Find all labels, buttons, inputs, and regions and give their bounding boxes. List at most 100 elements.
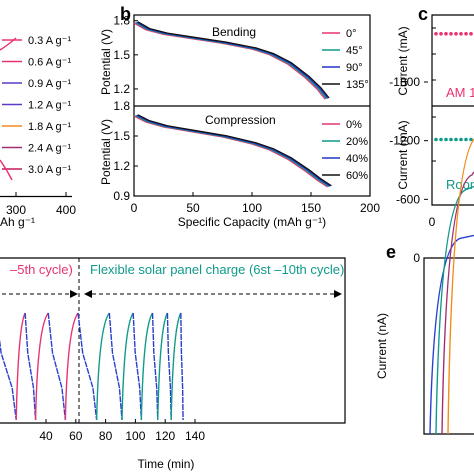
panel-b-legend-label: 40% [346, 153, 368, 165]
panel-e-curve [435, 185, 474, 435]
panel-d-discharge-curve [108, 312, 123, 421]
panel-c: Current (mA) Current (mA) AM 1 Room 0 [396, 14, 474, 229]
panel-d-x-ticks: 40 60 80 100 120 140 [39, 419, 205, 443]
panel-b-y-tick-label: 1.5 [113, 129, 130, 143]
panel-d-charge-curve [157, 312, 169, 421]
panel-d-annotation-left: –5th cycle) [10, 262, 73, 277]
panel-b-y-tick-label: 1.8 [113, 14, 130, 28]
panel-d-discharge-curve [47, 312, 67, 421]
panel-c-point-bottom [439, 137, 443, 142]
panel-d-arrow-right-head-right [334, 290, 342, 298]
panel-d-x-tick-label: 120 [155, 429, 175, 443]
panel-d-discharge-curve [132, 312, 143, 421]
panel-e-y-tick-label: -1800 [389, 75, 420, 89]
panel-c-point-bottom [434, 137, 438, 142]
panel-d-discharge-curve [77, 312, 98, 421]
panel-label-e: e [386, 242, 396, 262]
panel-b-legend-label: 45° [346, 45, 363, 57]
panel-a-legend-label: 2.4 A g⁻¹ [28, 143, 71, 155]
panel-d-discharge-curve [166, 312, 172, 421]
panel-b-ticks: 1.2 1.5 1.8 0.9 1.2 1.5 1.8 0 50 100 150 200 [113, 14, 380, 215]
panel-b-y-tick-label: 0.9 [113, 189, 130, 203]
panel-a-x-label: Ah g⁻¹ [0, 215, 35, 229]
panel-label-c: c [418, 4, 428, 24]
panel-b-x-tick-label: 200 [360, 201, 380, 215]
panel-b-top-title: Bending [212, 25, 256, 39]
panel-d-charge-curve [95, 312, 110, 421]
panel-b-series-compression [136, 114, 331, 187]
panel-e-curves [429, 132, 474, 435]
panel-c-point-top [469, 32, 473, 36]
panel-e-curve [429, 234, 474, 435]
panel-c-point-bottom [459, 137, 463, 142]
panel-a-x-tick-label: 300 [6, 203, 26, 217]
panel-b-legend-label: 135° [346, 79, 369, 91]
panel-d: –5th cycle) Flexible solar panel charge … [0, 257, 346, 471]
panel-a-legend-label: 1.8 A g⁻¹ [28, 121, 71, 133]
panel-d-arrows [2, 290, 342, 298]
panel-e-y-label: Current (nA) [375, 313, 389, 379]
panel-d-x-tick-label: 140 [185, 429, 205, 443]
panel-a-x-ticks: 300 400 [6, 192, 76, 217]
panel-a: 0.3 A g⁻¹ 0.6 A g⁻¹ 0.9 A g⁻¹ 1.2 A g⁻¹ 1.8 … [0, 35, 76, 229]
panel-c-point-top [454, 32, 458, 36]
panel-b-series-bending [137, 21, 330, 99]
panel-d-x-label: Time (min) [138, 457, 195, 471]
panel-b-y-tick-label: 1.2 [113, 159, 130, 173]
panel-d-charge-curve [121, 312, 134, 421]
panel-b-legend-label: 0° [346, 28, 357, 40]
panel-d-arrow-left-head [70, 290, 78, 298]
panel-b: Bending Compression 0° 45° 90° 135° 0% 20% 40%… [99, 14, 380, 229]
panel-d-discharge-curve [180, 312, 184, 421]
panel-b-curves [133, 21, 332, 188]
panel-a-legend-label: 0.6 A g⁻¹ [28, 57, 71, 69]
panel-label-b: b [120, 4, 131, 24]
panel-b-legend: 0° 45° 90° 135° 0% 20% 40% 60% [322, 28, 369, 182]
panel-c-point-top [444, 32, 448, 36]
panel-d-charge-curve [170, 312, 182, 421]
panel-a-curve-top [0, 37, 17, 51]
panel-d-x-tick-label: 100 [125, 429, 145, 443]
panel-c-point-bottom [454, 137, 458, 142]
panel-b-x-label: Specific Capacity (mAh g⁻¹) [178, 215, 326, 229]
panel-e-y-ticks: 0 -600 -1200 -1800 [389, 75, 428, 265]
panel-a-legend-label: 0.3 A g⁻¹ [28, 35, 71, 47]
panel-a-curve-bottom [0, 159, 13, 181]
panel-b-x-tick-label: 50 [186, 201, 200, 215]
panel-b-series-compression [135, 115, 330, 188]
panel-c-frame [431, 14, 474, 206]
panel-d-arrow-right-head-left [84, 290, 92, 298]
panel-b-y-tick-label: 1.5 [113, 48, 130, 62]
panel-c-annotation-top: AM 1 [446, 85, 474, 100]
panel-e-y-tick-label: -600 [396, 192, 420, 206]
panel-b-x-tick-label: 0 [131, 201, 138, 215]
panel-c-marks [432, 27, 473, 206]
panel-d-discharge-curve [0, 338, 17, 421]
panel-c-y-label-top: Current (mA) [396, 26, 410, 95]
panel-c-point-top [434, 32, 438, 36]
panel-b-series-compression [137, 114, 332, 187]
panel-a-x-tick-label: 400 [56, 203, 76, 217]
panel-b-y-label-top: Potential (V) [99, 29, 113, 95]
panel-e-frame [423, 257, 474, 435]
panel-b-series-compression [133, 115, 328, 188]
panel-b-bottom-title: Compression [205, 113, 276, 127]
panel-a-legend: 0.3 A g⁻¹ 0.6 A g⁻¹ 0.9 A g⁻¹ 1.2 A g⁻¹ 1.8 … [2, 35, 71, 176]
panel-e: 0 -600 -1200 -1800 Current (nA) [375, 75, 474, 435]
panel-c-point-bottom [464, 137, 468, 142]
panel-b-legend-label: 90° [346, 62, 363, 74]
panel-d-frame [0, 257, 346, 424]
panel-c-point-top [449, 32, 453, 36]
panel-b-y-tick-label: 1.8 [113, 99, 130, 113]
panel-d-charge-curve [15, 312, 26, 421]
panel-e-curve [441, 171, 474, 435]
panel-b-legend-label: 0% [346, 119, 362, 131]
panel-c-point-top [464, 32, 468, 36]
panel-a-legend-label: 0.9 A g⁻¹ [28, 78, 71, 90]
panel-d-curves [0, 312, 184, 421]
panel-d-charge-curve [140, 312, 154, 421]
panel-c-point-top [459, 32, 463, 36]
panel-b-y-tick-label: 1.2 [113, 82, 130, 96]
panel-d-x-tick-label: 60 [69, 429, 83, 443]
